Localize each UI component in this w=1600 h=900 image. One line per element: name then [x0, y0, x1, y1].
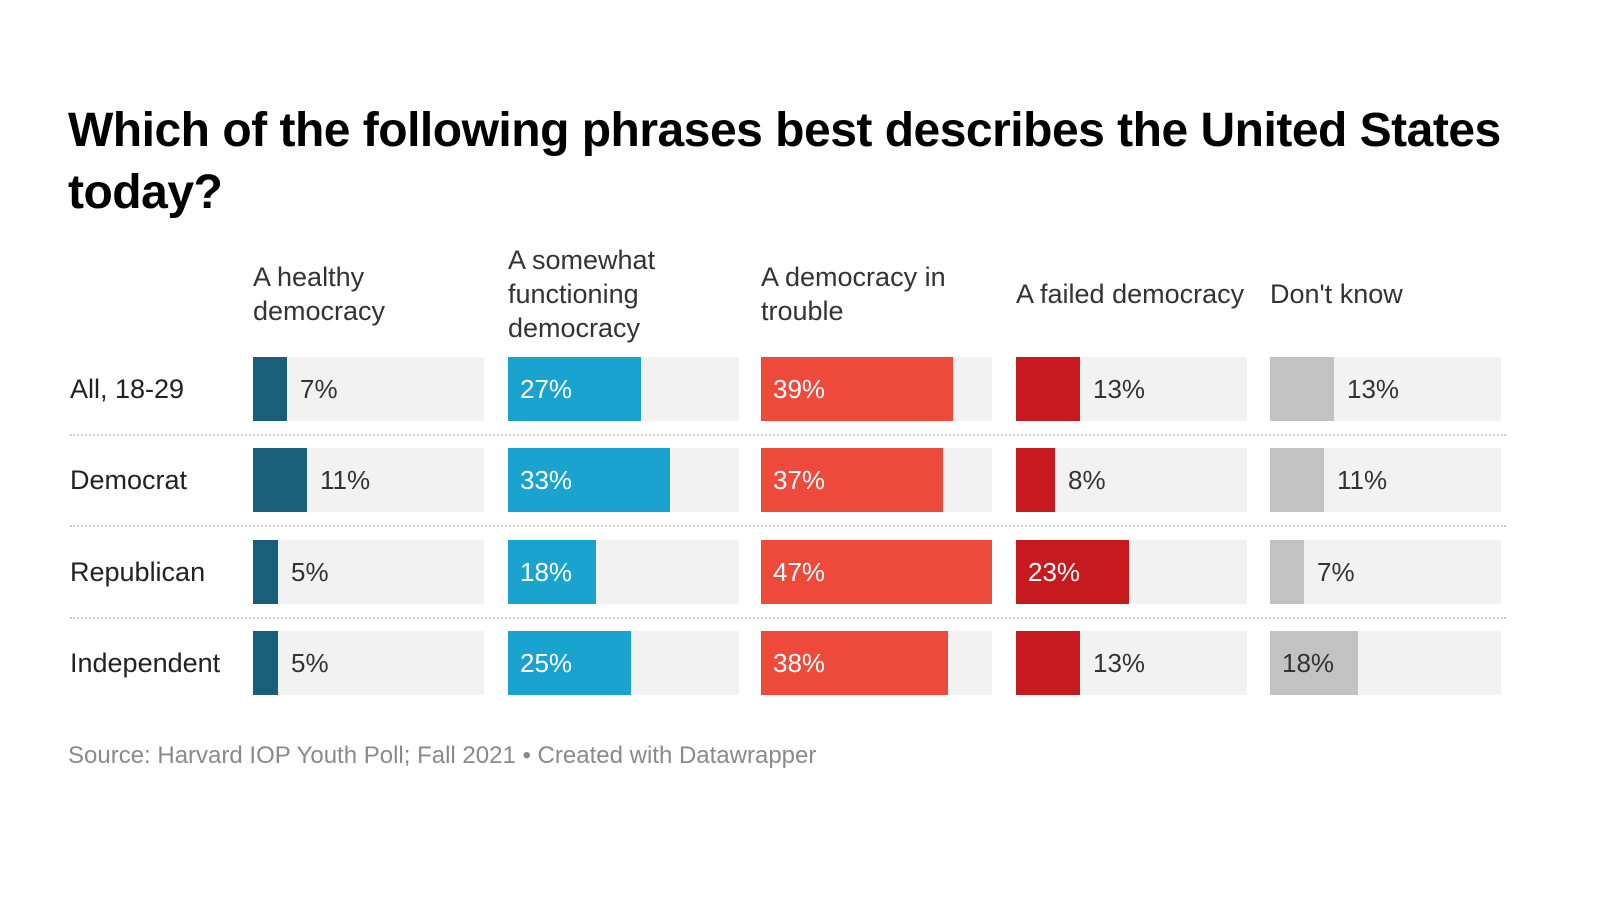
chart-title: Which of the following phrases best desc… [68, 104, 1501, 219]
data-label: 18% [520, 556, 573, 587]
bar-track: 33% [508, 448, 739, 512]
bar [1016, 631, 1080, 695]
bar [253, 540, 278, 604]
data-label: 27% [520, 373, 573, 404]
bar [253, 357, 287, 421]
data-label: 38% [773, 647, 826, 678]
bar-track: 18% [508, 540, 739, 604]
bar-track: 11% [1270, 448, 1501, 512]
data-label: 47% [773, 556, 826, 587]
bar [1016, 448, 1055, 512]
row-divider [70, 434, 1506, 436]
column-header: A failed democracy [1016, 279, 1245, 309]
bar [253, 631, 278, 695]
row-label: Republican [70, 556, 206, 587]
data-label: 11% [1337, 464, 1388, 495]
bar-track: 47% [761, 540, 992, 604]
data-label: 8% [1068, 464, 1106, 495]
bar [1270, 631, 1358, 695]
data-label: 13% [1093, 647, 1146, 678]
bar [761, 540, 992, 604]
source-note: Source: Harvard IOP Youth Poll; Fall 202… [68, 742, 817, 769]
bar [508, 357, 641, 421]
bar-track: 5% [253, 631, 484, 695]
data-label: 13% [1093, 373, 1146, 404]
bar [761, 631, 948, 695]
data-label: 7% [300, 373, 338, 404]
bar [1270, 357, 1334, 421]
bar [761, 448, 943, 512]
column-header: Don't know [1270, 279, 1403, 309]
bar-track: 18% [1270, 631, 1501, 695]
data-label: 18% [1282, 647, 1335, 678]
data-label: 13% [1347, 373, 1400, 404]
data-label: 5% [291, 647, 329, 678]
data-label: 7% [1317, 556, 1355, 587]
bar [508, 631, 631, 695]
data-label: 25% [520, 647, 573, 678]
bar [1270, 448, 1324, 512]
row-label: Democrat [70, 464, 188, 495]
row-label: Independent [70, 647, 221, 678]
bar-track: 27% [508, 357, 739, 421]
bar-track: 8% [1016, 448, 1247, 512]
bar [253, 448, 307, 512]
bar-track: 23% [1016, 540, 1247, 604]
bar-track: 11% [253, 448, 484, 512]
bar-track: 38% [761, 631, 992, 695]
data-label: 23% [1028, 556, 1081, 587]
data-label: 11% [320, 464, 371, 495]
bar-track: 13% [1270, 357, 1501, 421]
data-label: 33% [520, 464, 573, 495]
row-label: All, 18-29 [70, 373, 185, 404]
bar-track: 7% [1270, 540, 1501, 604]
column-header: A somewhat functioning democracy [508, 245, 656, 343]
bar-track: 13% [1016, 631, 1247, 695]
bar [761, 357, 953, 421]
row-divider [70, 525, 1506, 527]
bar-track: 13% [1016, 357, 1247, 421]
bar [1016, 540, 1129, 604]
data-label: 37% [773, 464, 826, 495]
bar [508, 540, 596, 604]
bar-track: 7% [253, 357, 484, 421]
bar-track: 37% [761, 448, 992, 512]
bar [1016, 357, 1080, 421]
bar [1270, 540, 1304, 604]
bar [508, 448, 670, 512]
data-label: 39% [773, 373, 826, 404]
column-header: A healthy democracy [253, 262, 386, 326]
bar-track: 39% [761, 357, 992, 421]
bar-track: 25% [508, 631, 739, 695]
data-label: 5% [291, 556, 329, 587]
column-header: A democracy in trouble [761, 262, 946, 326]
row-divider [70, 617, 1506, 619]
bar-track: 5% [253, 540, 484, 604]
